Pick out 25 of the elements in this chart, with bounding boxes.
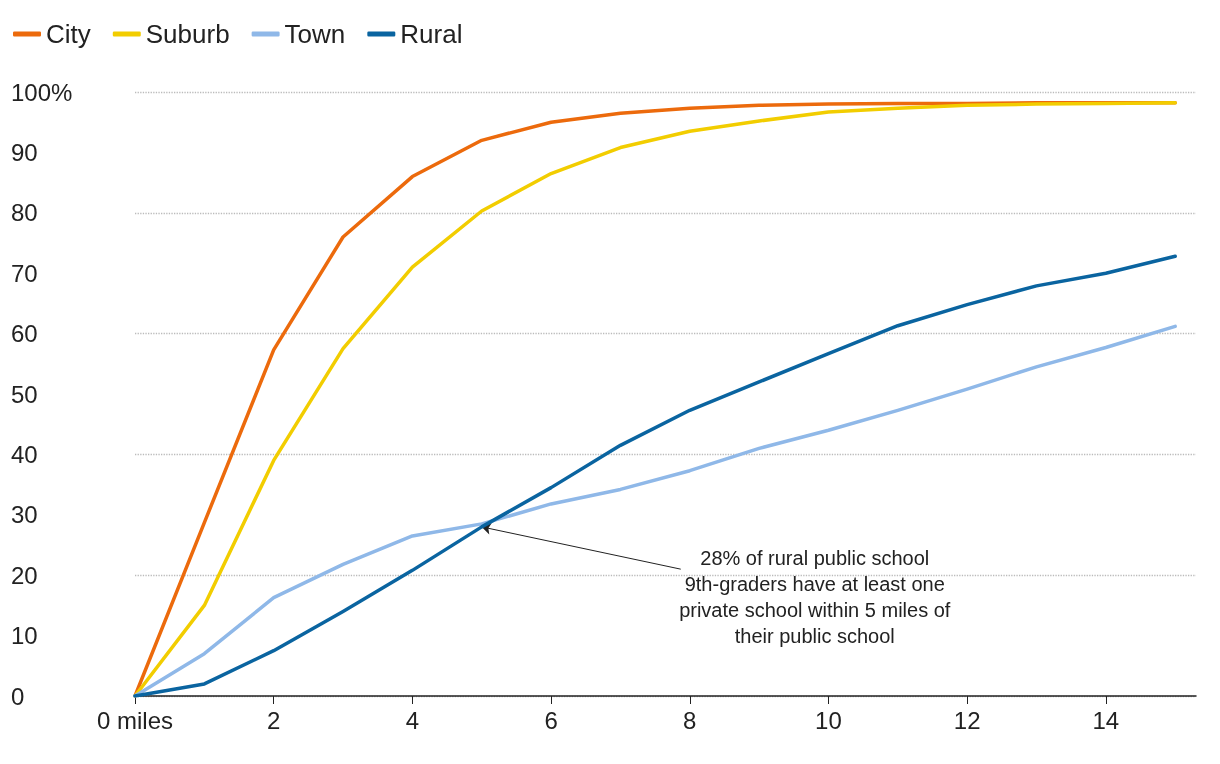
x-tick-label: 2 — [267, 706, 281, 734]
y-tick-label: 0 — [11, 682, 25, 710]
y-tick-label: 60 — [11, 320, 38, 348]
legend-label: Suburb — [145, 19, 230, 49]
x-tick-label: 4 — [405, 706, 420, 734]
y-tick-label: 20 — [11, 561, 38, 589]
x-tick-label: 14 — [1092, 706, 1120, 734]
x-tick-label: 12 — [953, 706, 981, 734]
legend-label: Town — [284, 19, 346, 49]
y-tick-label: 100% — [11, 78, 73, 106]
x-tick-label: 8 — [683, 706, 697, 734]
y-tick-label: 80 — [11, 199, 38, 227]
y-tick-label: 70 — [11, 259, 38, 287]
x-tick-label: 0 miles — [96, 706, 174, 734]
legend-label: City — [46, 19, 91, 49]
line-series — [133, 254, 1177, 698]
y-tick-label: 90 — [11, 138, 38, 166]
annotation: 28% of rural public school 9th-graders have at least one private school within 5 miles of their public school — [679, 547, 951, 648]
y-tick-label: 30 — [11, 501, 38, 529]
y-tick-label: 40 — [11, 440, 38, 468]
x-tick-label: 6 — [544, 706, 558, 734]
y-tick-label: 10 — [11, 622, 38, 650]
x-tick-label: 10 — [815, 706, 842, 734]
legend-label: Rural — [400, 19, 463, 49]
y-tick-label: 50 — [11, 380, 38, 408]
